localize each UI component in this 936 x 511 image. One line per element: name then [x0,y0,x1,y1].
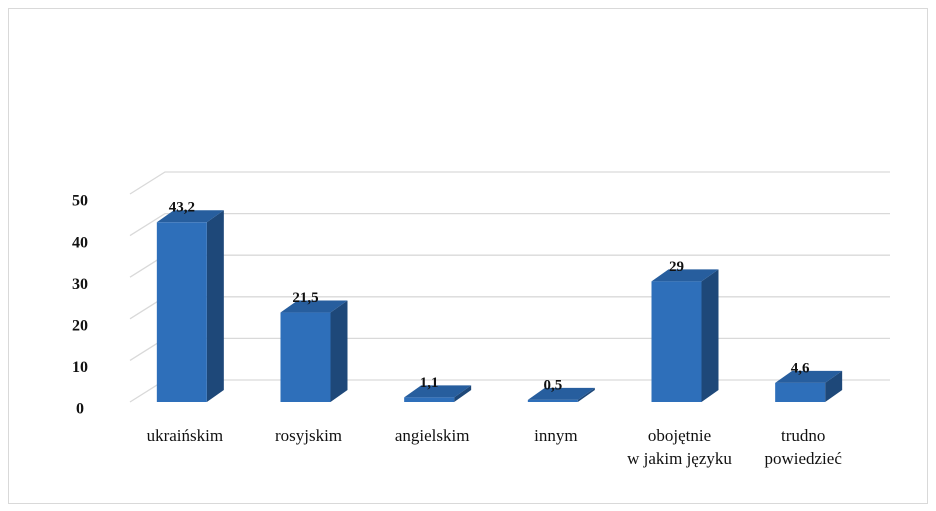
y-tick-label: 0 [76,401,84,418]
bar [651,269,719,402]
value-label: 1,1 [420,375,439,391]
x-tick-label: ukraińskim [147,426,224,445]
bar [527,387,595,402]
value-label: 43,2 [169,200,195,216]
bar-side [577,387,595,402]
y-tick-label: 10 [72,359,88,376]
x-tick-label-line: innym [534,426,577,445]
bar-top [527,387,595,400]
bar-side [825,370,843,402]
x-tick-label-line: ukraińskim [147,426,224,445]
bar-front [156,222,207,402]
y-tick-label: 50 [72,193,88,210]
value-label: 4,6 [791,360,810,376]
x-tick-label: innym [534,426,577,445]
bar-side [206,210,224,402]
bar-front [775,382,826,402]
x-tick-label-line: angielskim [395,426,470,445]
x-tick-label-line: powiedzieć [764,449,842,468]
bar [156,210,224,402]
x-tick-label: obojętnie w jakim języku [627,426,732,468]
bar [775,370,843,402]
bar [280,300,348,402]
x-tick-label: trudno powiedzieć [764,426,842,468]
grid-line [129,212,890,237]
bar-front [280,312,331,402]
bar-front [651,281,702,402]
x-tick-label-line: rosyjskim [275,426,342,445]
bar-side [454,385,472,402]
bar-top [156,210,224,223]
x-tick-label-line: obojętnie [648,426,711,445]
bar-side [701,269,719,402]
bar-side [330,300,348,402]
value-label: 21,5 [292,290,318,306]
bar [404,385,472,402]
x-tick-label-line: trudno [781,426,825,445]
x-tick-label: rosyjskim [275,426,342,445]
bar-front [404,397,455,402]
grid-line [129,171,890,195]
value-label: 29 [669,259,684,275]
x-tick-label: angielskim [395,426,470,445]
y-tick-label: 40 [72,234,88,251]
y-tick-label: 20 [72,317,88,334]
bar-top [651,269,719,282]
y-tick-label: 30 [72,276,88,293]
x-tick-label-line: w jakim języku [627,449,732,468]
bar-front [527,399,578,402]
bar-top [404,385,472,398]
value-label: 0,5 [543,377,562,393]
bar-top [775,370,843,383]
bar-top [280,300,348,313]
